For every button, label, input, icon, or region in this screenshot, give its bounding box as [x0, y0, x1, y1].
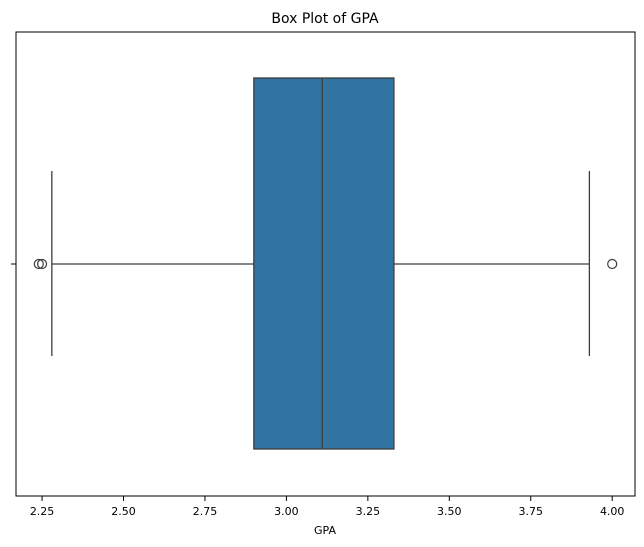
outlier-point	[36, 258, 48, 270]
x-tick-label: 3.00	[274, 505, 299, 518]
x-tick-label: 2.75	[193, 505, 218, 518]
x-tick-label: 2.25	[30, 505, 55, 518]
iqr-box	[253, 77, 395, 450]
x-axis-label: GPA	[314, 524, 336, 537]
outlier-point	[607, 258, 618, 270]
x-tick-label: 2.50	[111, 505, 136, 518]
x-axis: 2.25 2.50 2.75 3.00 3.25 3.50 3.75 4.00	[30, 496, 625, 518]
outlier-point	[33, 258, 44, 270]
x-tick-label: 3.50	[437, 505, 462, 518]
x-tick-label: 4.00	[600, 505, 625, 518]
x-tick-label: 3.25	[356, 505, 381, 518]
chart-title: Box Plot of GPA	[271, 11, 379, 27]
x-tick-label: 3.75	[518, 505, 543, 518]
